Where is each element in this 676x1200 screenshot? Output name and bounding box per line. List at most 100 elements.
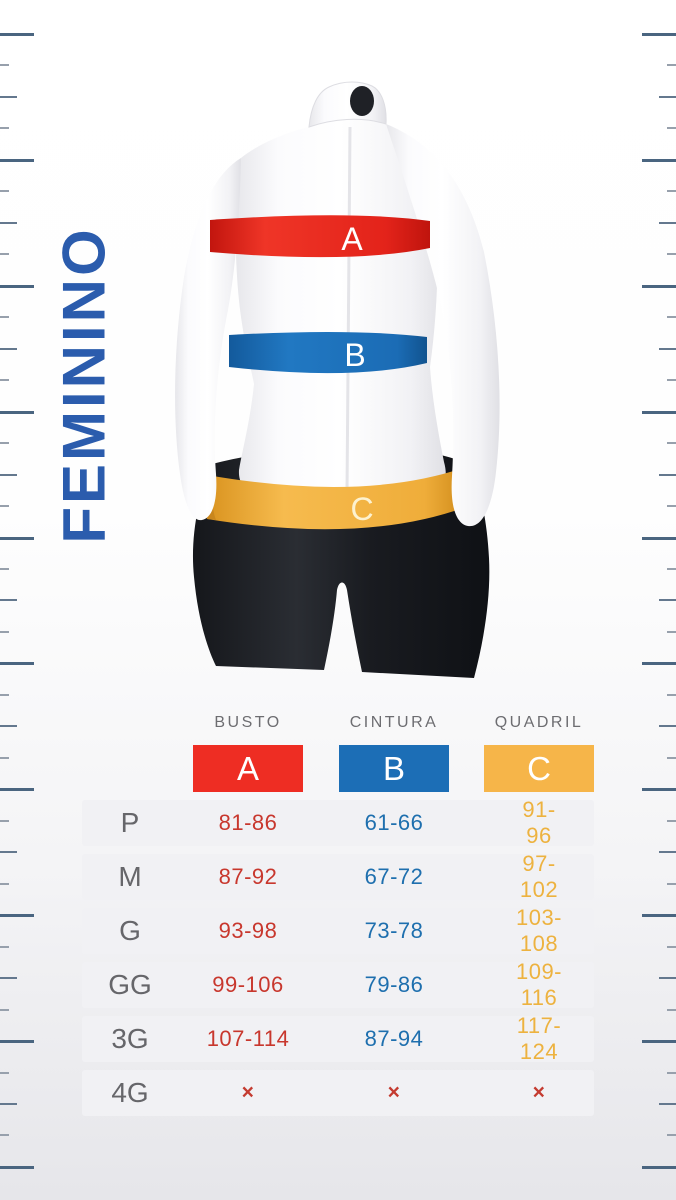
ruler-tick [0, 442, 9, 445]
waist-band-letter: B [344, 337, 365, 373]
quadril-value: 117-124 [516, 1013, 562, 1064]
legend-box-b: B [339, 745, 449, 792]
ruler-tick [642, 662, 676, 666]
jersey-torso [235, 119, 446, 501]
ruler-tick [0, 725, 17, 728]
mannequin-image: A B C [175, 81, 500, 678]
ruler-tick [0, 190, 9, 193]
hip-band-letter: C [350, 491, 373, 527]
size-row-g: G 93-98 73-78 103-108 [82, 905, 594, 956]
ruler-tick [0, 1102, 17, 1105]
ruler-tick [0, 977, 17, 980]
ruler-tick [642, 1040, 676, 1044]
size-label: G [119, 915, 141, 946]
ruler-tick [0, 284, 34, 288]
ruler-tick [0, 1071, 9, 1074]
ruler-tick [0, 851, 17, 854]
size-row-3g: 3G 107-114 87-94 117-124 [82, 1013, 594, 1064]
quadril-value: 109-116 [515, 959, 563, 1010]
ruler-tick [0, 95, 17, 98]
ruler-tick [659, 1102, 676, 1105]
cintura-value: 79-86 [364, 972, 424, 997]
ruler-tick [667, 1008, 676, 1011]
ruler-tick [667, 819, 676, 822]
ruler-tick [659, 725, 676, 728]
ruler-right [636, 0, 676, 1200]
waist-band [229, 331, 427, 374]
ruler-tick [659, 221, 676, 224]
ruler-tick [0, 347, 17, 350]
column-header-cintura: CINTURA [349, 714, 439, 731]
ruler-tick [0, 316, 9, 319]
ruler-tick [642, 158, 676, 162]
ruler-tick [667, 945, 676, 948]
ruler-tick [667, 756, 676, 759]
ruler-tick [667, 693, 676, 696]
busto-value: 81-86 [218, 810, 278, 835]
ruler-tick [0, 536, 34, 540]
ruler-tick [0, 1165, 34, 1169]
quadril-unavailable-mark: × [532, 1081, 546, 1104]
right-sleeve [386, 124, 500, 527]
size-row-m: M 87-92 67-72 97-102 [82, 851, 594, 902]
size-row-4g: 4G × × × [82, 1070, 594, 1116]
collar-opening [350, 86, 374, 116]
ruler-tick [667, 1134, 676, 1137]
ruler-tick [0, 1134, 9, 1137]
ruler-tick [0, 788, 34, 792]
ruler-tick [0, 253, 9, 256]
legend-box-row: A B C [82, 745, 594, 792]
ruler-tick [667, 1071, 676, 1074]
cintura-value: 73-78 [364, 918, 424, 943]
ruler-tick [0, 127, 9, 130]
ruler-tick [0, 410, 34, 414]
cintura-value: 87-94 [364, 1026, 424, 1051]
ruler-tick [0, 630, 9, 633]
size-row-gg: GG 99-106 79-86 109-116 [82, 959, 594, 1010]
ruler-tick [0, 662, 34, 666]
size-rows: P 81-86 61-66 91-96 M 87-92 67-72 97-102… [82, 797, 594, 1124]
ruler-tick [642, 284, 676, 288]
ruler-tick [667, 567, 676, 570]
busto-value: 93-98 [218, 918, 278, 943]
busto-unavailable-mark: × [241, 1081, 255, 1104]
column-header-busto: BUSTO [214, 714, 282, 731]
ruler-tick [0, 64, 9, 67]
legend-box-a: A [193, 745, 303, 792]
ruler-tick [0, 945, 9, 948]
quadril-value: 103-108 [515, 905, 563, 956]
ruler-tick [642, 410, 676, 414]
ruler-tick [0, 1008, 9, 1011]
ruler-tick [0, 567, 9, 570]
ruler-tick [667, 127, 676, 130]
ruler-tick [667, 379, 676, 382]
busto-value: 107-114 [206, 1026, 290, 1051]
quadril-value: 97-102 [519, 851, 559, 902]
ruler-tick [0, 756, 9, 759]
hip-band [207, 468, 463, 530]
legend-box-c: C [484, 745, 594, 792]
ruler-tick [0, 505, 9, 508]
ruler-tick [642, 788, 676, 792]
ruler-tick [0, 33, 34, 36]
ruler-tick [0, 379, 9, 382]
ruler-tick [659, 599, 676, 602]
mannequin-figure: A B C [146, 72, 536, 702]
ruler-tick [659, 347, 676, 350]
ruler-tick [659, 977, 676, 980]
ruler-tick [667, 505, 676, 508]
ruler-tick [642, 1165, 676, 1169]
ruler-tick [0, 882, 9, 885]
cintura-value: 67-72 [364, 864, 424, 889]
column-header-quadril: QUADRIL [494, 714, 584, 731]
ruler-tick [667, 64, 676, 67]
cintura-value: 61-66 [364, 810, 424, 835]
ruler-tick [642, 914, 676, 918]
size-label: 4G [111, 1077, 149, 1108]
zipper-line [345, 126, 352, 493]
ruler-tick [0, 599, 17, 602]
ruler-tick [0, 221, 17, 224]
ruler-tick [667, 190, 676, 193]
quadril-value: 91-96 [522, 797, 556, 848]
ruler-tick [667, 630, 676, 633]
